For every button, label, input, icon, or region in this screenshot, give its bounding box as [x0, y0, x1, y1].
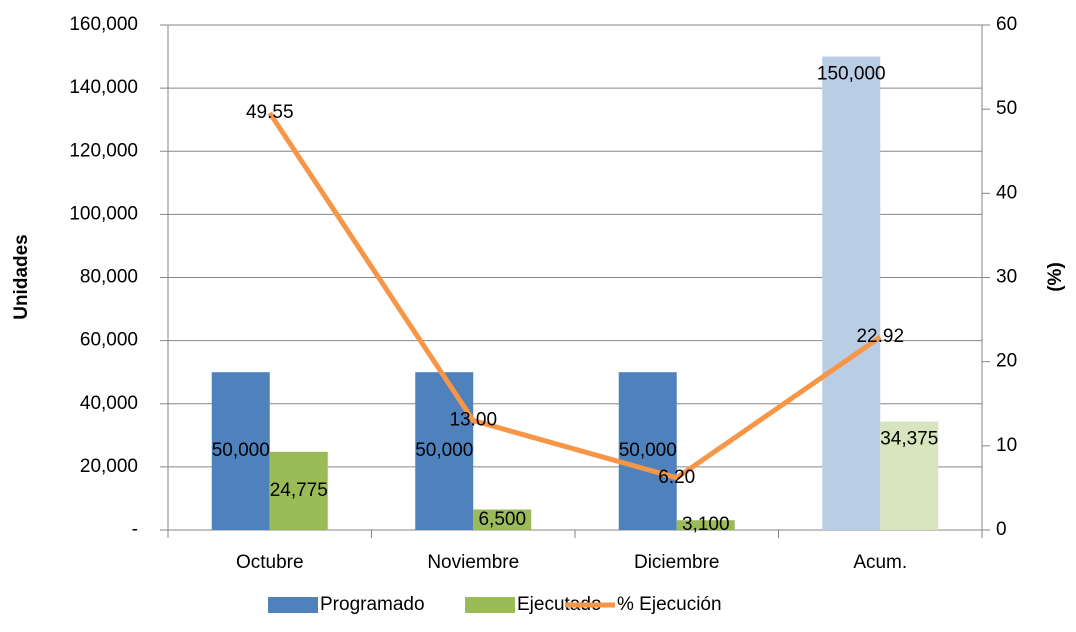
data-label: 13.00	[449, 410, 497, 431]
y2-tick-label: 10	[996, 435, 1017, 456]
data-label: 6.20	[658, 467, 695, 488]
y2-tick-label: 30	[996, 267, 1017, 288]
bar	[880, 421, 939, 530]
data-label: 6,500	[478, 509, 526, 530]
legend-swatch	[465, 597, 515, 613]
bar	[822, 56, 881, 530]
x-tick-label: Octubre	[236, 552, 304, 573]
y-tick-label: 160,000	[69, 14, 138, 35]
x-tick-label: Acum.	[853, 552, 907, 573]
line	[267, 111, 882, 481]
y-tick-label: 40,000	[80, 393, 138, 414]
data-label: 150,000	[817, 64, 886, 85]
y-tick-label: -	[132, 519, 138, 540]
y-tick-label: 20,000	[80, 456, 138, 477]
bar	[269, 451, 328, 530]
bar	[676, 520, 735, 530]
y-tick-label: 80,000	[80, 267, 138, 288]
y2-tick-label: 0	[996, 519, 1007, 540]
bar	[211, 372, 270, 530]
data-label: 3,100	[682, 514, 730, 535]
y2-tick-label: 50	[996, 98, 1017, 119]
bar	[473, 509, 532, 530]
legend-label: Ejecutado	[517, 594, 602, 615]
y-tick-label: 120,000	[69, 140, 138, 161]
data-label: 50,000	[212, 440, 270, 461]
data-label: 50,000	[619, 440, 677, 461]
legend-label: % Ejecución	[617, 594, 722, 615]
legend-swatch	[268, 597, 318, 613]
data-label: 49.55	[246, 102, 294, 123]
y-tick-label: 140,000	[69, 77, 138, 98]
y-tick-label: 100,000	[69, 203, 138, 224]
y-axis-title: Unidades	[11, 234, 32, 320]
y2-tick-label: 40	[996, 182, 1017, 203]
data-label: 24,775	[270, 480, 328, 501]
data-label: 34,375	[880, 429, 938, 450]
bar	[618, 372, 677, 530]
data-label: 22.92	[856, 326, 904, 347]
legend-label: Programado	[320, 594, 425, 615]
y2-tick-label: 20	[996, 351, 1017, 372]
y2-tick-label: 60	[996, 14, 1017, 35]
bar	[415, 372, 474, 530]
y-tick-label: 60,000	[80, 330, 138, 351]
x-tick-label: Noviembre	[427, 552, 519, 573]
data-label: 50,000	[415, 440, 473, 461]
y2-axis-title: (%)	[1045, 262, 1066, 292]
x-tick-label: Diciembre	[634, 552, 720, 573]
